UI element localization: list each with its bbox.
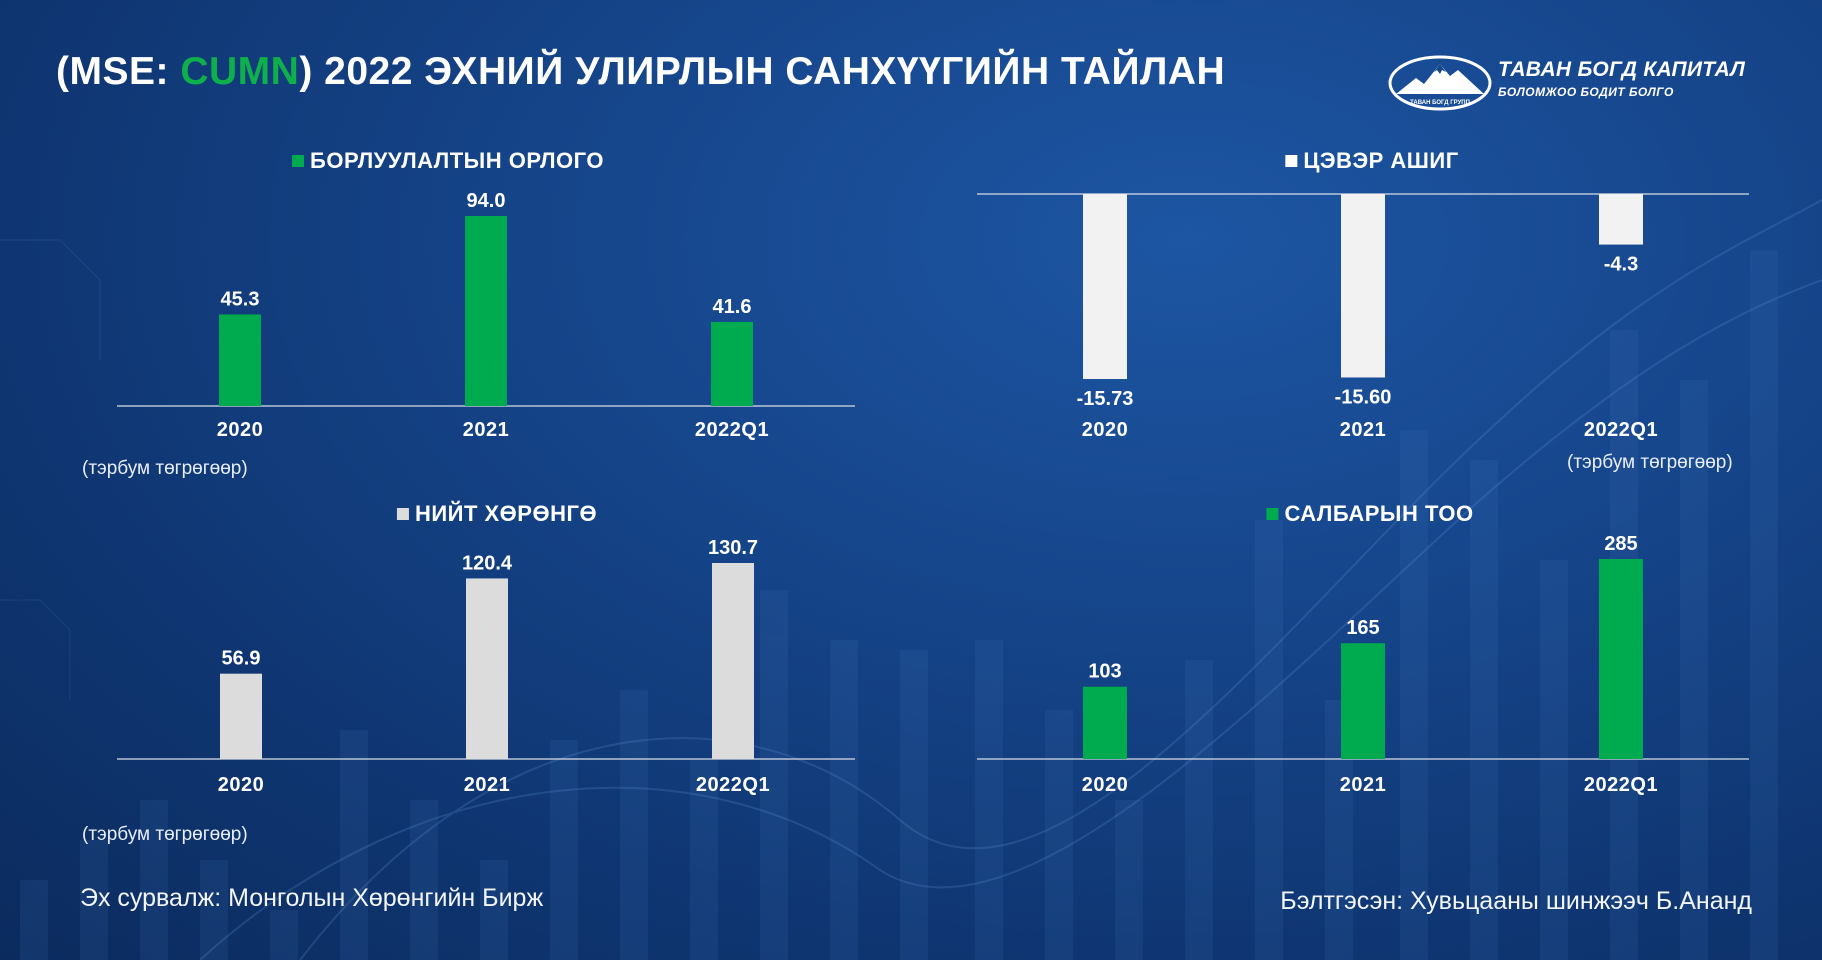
assets-bar-2022Q1 [712,563,754,759]
branches-bar-2022Q1 [1599,559,1643,759]
page-title: (MSE: CUMN) 2022 ЭХНИЙ УЛИРЛЫН САНХҮҮГИЙ… [56,50,1225,94]
branches-category-label-2021: 2021 [1340,774,1387,796]
logo-tagline: БОЛОМЖОО БОДИТ БОЛГО [1498,85,1674,99]
branches-data-label-2022Q1: 285 [1604,533,1637,555]
revenue-bar-2020 [219,314,261,406]
assets-data-label-2020: 56.9 [222,648,261,670]
revenue-data-label-2021: 94.0 [467,190,506,212]
chart-title-revenue-text: БОРЛУУЛАЛТЫН ОРЛОГО [310,148,604,173]
chart-title-branches-text: САЛБАРЫН ТОО [1284,501,1474,526]
unit-profit: (тэрбум төгрөгөөр) [1567,452,1733,473]
branches-data-label-2020: 103 [1088,661,1121,683]
assets-category-label-2020: 2020 [218,774,265,796]
logo-name: ТАВАН БОГД КАПИТАЛ [1498,58,1746,81]
revenue-category-label-2020: 2020 [217,419,264,441]
revenue-data-label-2022Q1: 41.6 [713,296,752,318]
legend-swatch-profit [1285,155,1298,167]
profit-bar-2021 [1341,194,1385,378]
profit-category-label-2020: 2020 [1082,419,1129,441]
assets-bar-2020 [220,673,262,759]
profit-bar-2022Q1 [1599,194,1643,245]
company-logo: ТАВАН БОГД ГРУПП ТАВАН БОГД КАПИТАЛ БОЛО… [1388,54,1748,114]
source-note: Эх сурвалж: Монголын Хөрөнгийн Бирж [80,884,544,912]
title-prefix: (MSE: [56,50,181,93]
branches-data-label-2021: 165 [1346,617,1379,639]
profit-data-label-2022Q1: -4.3 [1604,254,1638,276]
chart-title-assets: НИЙТ ХӨРӨНГӨ [396,501,598,527]
profit-bar-2020 [1083,194,1127,379]
legend-swatch-assets [396,508,409,520]
emblem-text: ТАВАН БОГД ГРУПП [1410,100,1470,106]
profit-data-label-2020: -15.73 [1077,388,1134,410]
assets-data-label-2021: 120.4 [462,552,513,574]
title-suffix: ) 2022 ЭХНИЙ УЛИРЛЫН САНХҮҮГИЙН ТАЙЛАН [299,50,1226,93]
branches-category-label-2020: 2020 [1082,774,1129,796]
branches-category-label-2022Q1: 2022Q1 [1584,774,1658,796]
author-note: Бэлтгэсэн: Хувьцааны шинжээч Б.Ананд [1280,887,1752,915]
revenue-bar-2022Q1 [711,321,753,406]
revenue-bar-2021 [465,216,507,406]
revenue-category-label-2021: 2021 [463,419,510,441]
title-ticker: CUMN [180,50,300,93]
mountain-emblem-icon: ТАВАН БОГД ГРУПП [1388,55,1492,111]
branches-bar-2020 [1083,686,1127,759]
unit-revenue: (тэрбум төгрөгөөр) [82,458,248,479]
branches-bar-2021 [1341,643,1385,759]
assets-bar-2021 [466,578,508,759]
assets-category-label-2021: 2021 [464,774,511,796]
profit-category-label-2022Q1: 2022Q1 [1584,419,1658,441]
legend-swatch-revenue [292,155,305,167]
chart-title-revenue: БОРЛУУЛАЛТЫН ОРЛОГО [292,148,604,174]
revenue-category-label-2022Q1: 2022Q1 [695,419,769,441]
chart-title-profit: ЦЭВЭР АШИГ [1285,148,1458,174]
legend-swatch-branches [1266,508,1279,520]
chart-title-branches: САЛБАРЫН ТОО [1266,501,1473,527]
assets-data-label-2022Q1: 130.7 [708,537,758,559]
unit-assets: (тэрбум төгрөгөөр) [82,824,248,845]
assets-category-label-2022Q1: 2022Q1 [696,774,770,796]
profit-data-label-2021: -15.60 [1335,386,1392,408]
chart-title-assets-text: НИЙТ ХӨРӨНГӨ [414,501,598,526]
revenue-data-label-2020: 45.3 [221,288,260,310]
profit-category-label-2021: 2021 [1340,419,1387,441]
chart-title-profit-text: ЦЭВЭР АШИГ [1303,148,1459,173]
